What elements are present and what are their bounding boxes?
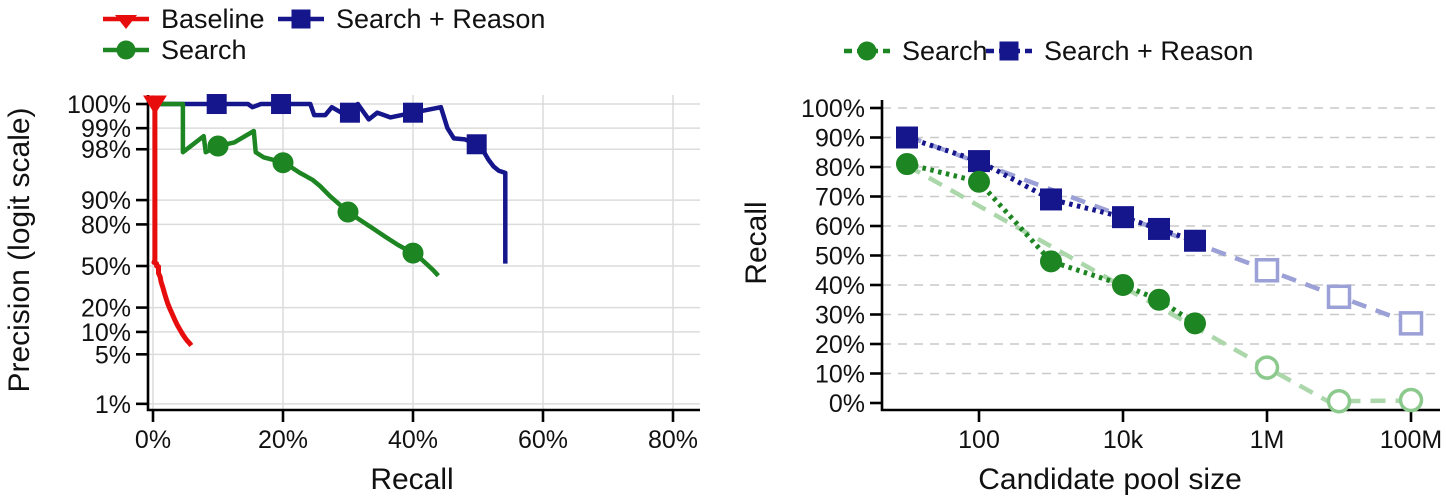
pr-curve-y-tick-label: 50% (81, 253, 131, 281)
left-y-axis-label: Precision (logit scale) (3, 107, 36, 393)
pool-recall-y-tick-label: 60% (815, 213, 865, 241)
search-trend-line (905, 163, 1412, 404)
pool-recall-y-tick-label: 70% (815, 184, 865, 212)
pr-curve-y-tick-label: 99% (81, 115, 131, 143)
pool-recall-x-tick-label: 10k (1103, 426, 1144, 454)
pr-curve-y-tick-label: 5% (95, 341, 131, 369)
left-x-axis-label: Recall (370, 463, 454, 496)
search-plus-reason-marker (271, 94, 292, 115)
pr-curve-y-tick-label: 1% (95, 391, 131, 419)
legend-label-baseline: Baseline (161, 3, 265, 34)
search-plus-reason-line (154, 101, 508, 264)
pool-recall-y-tick-label: 100% (801, 95, 865, 123)
search-open-marker (1398, 387, 1424, 413)
baseline-legend-marker (103, 15, 149, 29)
search-marker (1148, 288, 1171, 311)
search-legend-marker (103, 40, 149, 60)
baseline-marker (143, 95, 167, 115)
legend-item-search: Search (102, 34, 247, 65)
search-plus-reason-marker (466, 134, 487, 155)
search-plus-reason-marker (1112, 206, 1134, 229)
search-plus-reason-marker (1184, 229, 1206, 252)
pr-curve-x-tick-label: 60% (518, 426, 568, 454)
right-y-axis-label: Recall (740, 201, 773, 285)
pool-recall-x-tick-label: 100M (1380, 426, 1443, 454)
pool-recall-y-tick-label: 80% (815, 154, 865, 182)
legend-item-baseline: Baseline (102, 3, 265, 34)
legend-item-search-plus-reason: Search + Reason (277, 3, 546, 34)
search-marker (272, 152, 294, 174)
search-marker (402, 242, 424, 264)
search-marker (968, 170, 990, 193)
search-plus-reason-marker (896, 126, 918, 149)
pool-recall-y-tick-label: 30% (815, 302, 865, 330)
search-plus-reason-line (906, 135, 1196, 244)
legend-label-search-right: Search (902, 35, 988, 66)
search-plus-reason-open-marker (1254, 258, 1280, 283)
pool-recall-y-tick-label: 40% (815, 272, 865, 300)
search-marker (896, 153, 918, 176)
search-open-marker (1326, 388, 1352, 414)
pr-curve-y-tick-label: 100% (67, 91, 131, 119)
pool-recall-x-tick-label: 100 (958, 426, 1000, 454)
pr-curve-y-tick-label: 98% (81, 136, 131, 164)
pool-recall-axis-spine (880, 100, 1440, 412)
search-plus-reason-marker (206, 94, 227, 115)
search-marker (1112, 274, 1134, 296)
search-dashed-legend-marker (844, 41, 890, 61)
pr-curve-y-tick-label: 90% (81, 187, 131, 215)
legend-label-search-plus-reason: Search + Reason (336, 3, 546, 34)
search-open-marker (1254, 355, 1280, 380)
pool-recall-y-tick-label: 50% (815, 243, 865, 271)
search-plus-reason-marker (1148, 217, 1171, 240)
legend-label-search-plus-reason-right: Search + Reason (1044, 35, 1254, 66)
pr-curve-x-tick-label: 0% (135, 426, 171, 454)
pr-curve-y-tick-label: 20% (81, 295, 131, 323)
pr-curve-y-tick-label: 10% (81, 319, 131, 347)
search-plus-reason-open-marker (1326, 284, 1352, 310)
pool-recall-y-tick-label: 20% (815, 331, 865, 359)
search-plus-reason-dashed-legend-marker (986, 41, 1032, 61)
search-plus-reason-legend-marker (278, 9, 324, 29)
legend-label-search: Search (161, 34, 247, 65)
baseline-line (151, 104, 194, 348)
pool-recall-y-tick-label: 90% (815, 125, 865, 153)
search-plus-reason-marker (968, 150, 990, 173)
legend-item-search-right: Search (843, 35, 988, 66)
right-x-axis-label: Candidate pool size (978, 463, 1242, 496)
pool-recall-y-tick-label: 10% (815, 361, 865, 389)
search-plus-reason-marker (403, 102, 423, 123)
search-plus-reason-marker (1040, 188, 1062, 211)
pr-curve-x-tick-label: 40% (388, 426, 438, 454)
pr-curve-x-tick-label: 80% (648, 426, 698, 454)
search-marker (337, 201, 359, 223)
search-plus-reason-open-marker (1398, 311, 1424, 336)
search-line (906, 161, 1197, 326)
legend-item-search-plus-reason-right: Search + Reason (985, 35, 1254, 66)
search-plus-reason-marker (339, 102, 360, 123)
pool-recall-y-tick-label: 0% (829, 390, 865, 418)
pr-curve-y-tick-label: 80% (81, 211, 131, 239)
search-marker (207, 135, 229, 157)
pr-curve-x-tick-label: 20% (258, 426, 308, 454)
search-marker (1184, 312, 1206, 335)
search-marker (1040, 250, 1062, 273)
search-line (154, 101, 440, 278)
pool-recall-x-tick-label: 1M (1250, 426, 1285, 454)
